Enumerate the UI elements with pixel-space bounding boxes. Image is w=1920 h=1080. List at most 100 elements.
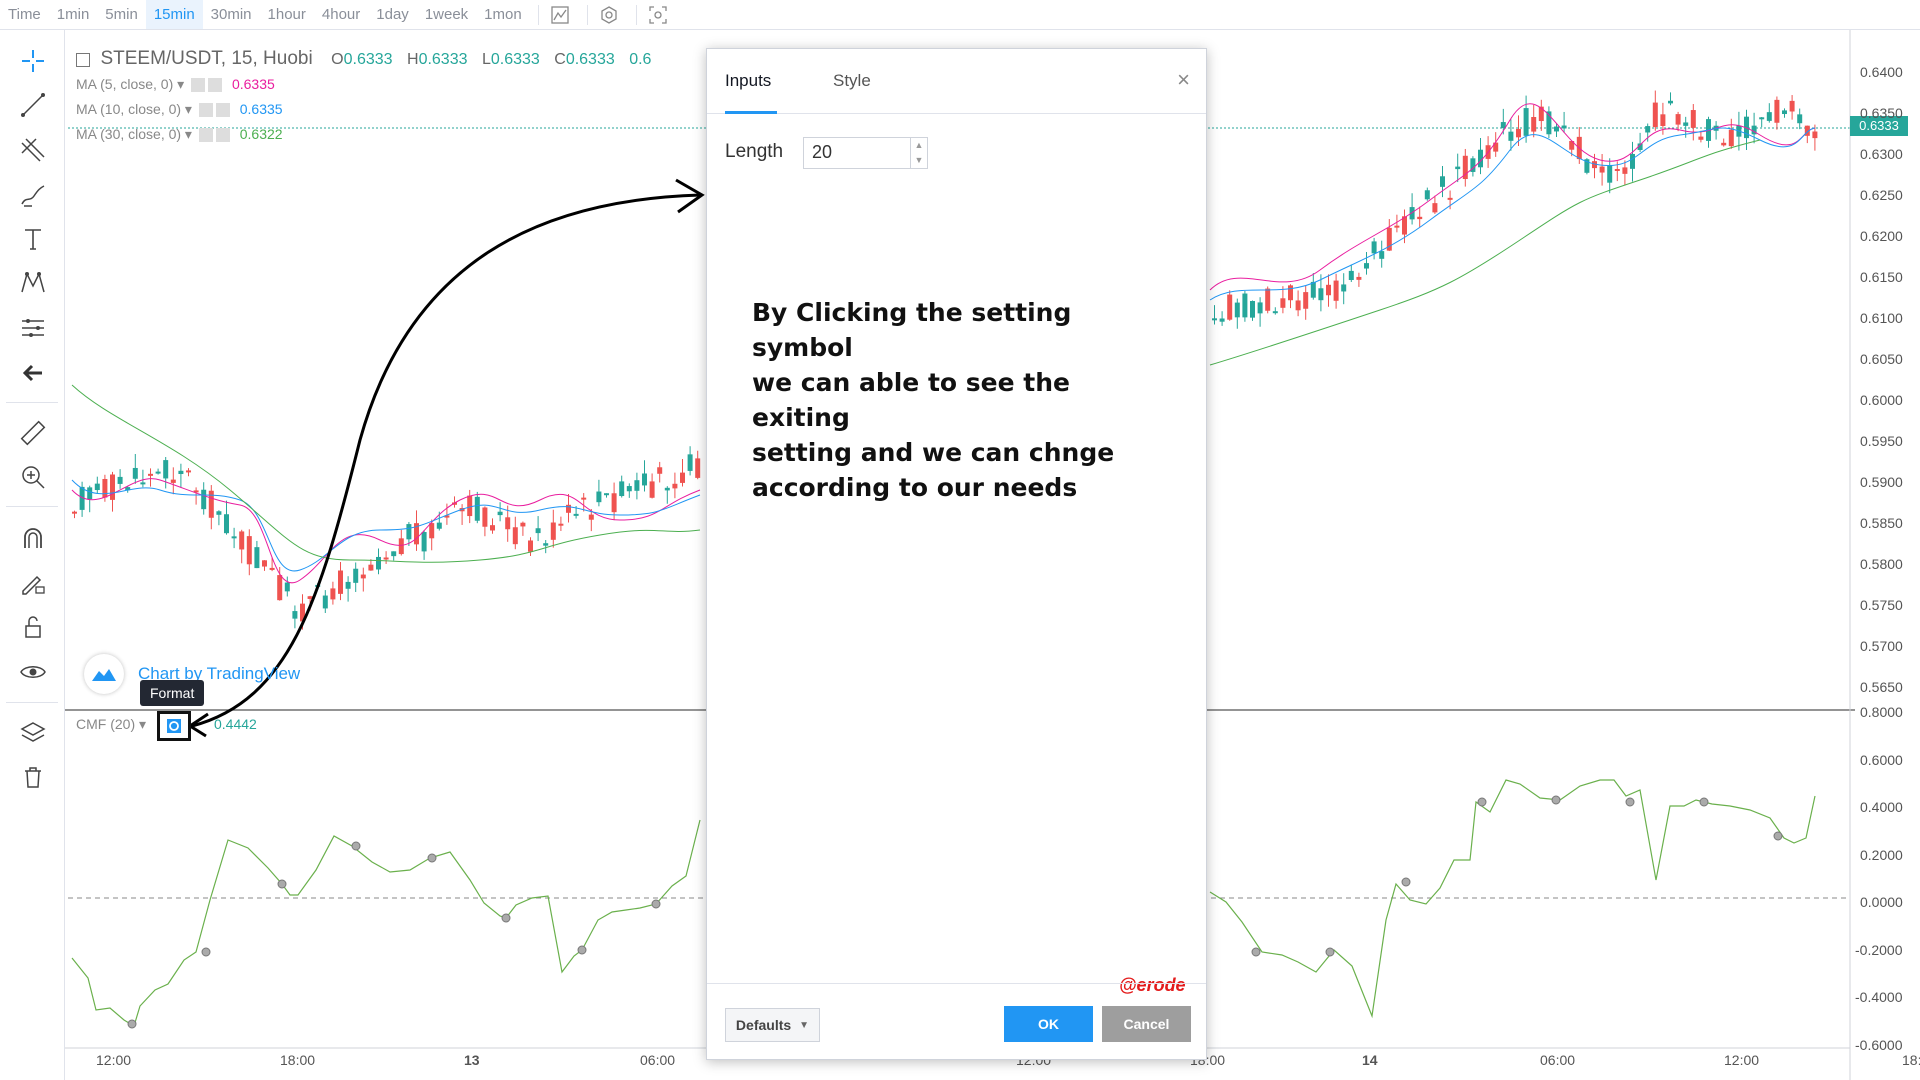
back-arrow-icon[interactable] xyxy=(16,356,50,390)
tradingview-watermark[interactable]: Chart by TradingView xyxy=(84,654,300,694)
candle-body xyxy=(269,567,275,570)
pattern-tool-icon[interactable] xyxy=(16,266,50,300)
cmf-marker xyxy=(577,945,587,955)
crosshair-icon[interactable] xyxy=(16,44,50,78)
chart-type-icon[interactable] xyxy=(537,4,571,25)
ma5-value: 0.6335 xyxy=(231,76,275,92)
tf-5min[interactable]: 5min xyxy=(105,6,138,23)
ma30-settings-icon[interactable] xyxy=(198,128,213,143)
candle-body xyxy=(497,511,503,516)
trend-line-icon[interactable] xyxy=(16,88,50,122)
ma10-settings-icon[interactable] xyxy=(198,103,213,118)
length-spinner[interactable]: ▲ ▼ xyxy=(910,138,927,168)
candle-body xyxy=(543,543,549,546)
close-icon[interactable]: × xyxy=(1177,67,1190,92)
candle-body xyxy=(687,454,693,471)
prediction-tool-icon[interactable] xyxy=(16,311,50,345)
candle-body xyxy=(1728,129,1734,147)
screenshot-icon[interactable] xyxy=(635,4,669,25)
candle-body xyxy=(1538,106,1544,122)
candle-body xyxy=(353,568,359,583)
tf-1mon[interactable]: 1mon xyxy=(484,6,522,23)
text-tool-icon[interactable] xyxy=(16,222,50,256)
symbol-title[interactable]: STEEM/USDT, 15, Huobi xyxy=(100,48,313,69)
candle-body xyxy=(1478,149,1483,168)
ruler-icon[interactable] xyxy=(16,416,50,450)
ohlc-close: 0.6333 xyxy=(565,51,615,68)
annotation-arrow-head xyxy=(675,178,705,214)
zoom-in-icon[interactable] xyxy=(16,460,50,494)
chevron-up-icon[interactable]: ▲ xyxy=(914,140,924,150)
tf-time[interactable]: Time xyxy=(8,6,41,23)
cmf-legend-label[interactable]: CMF (20) ▾ xyxy=(76,716,147,732)
fib-tool-icon[interactable] xyxy=(16,133,50,167)
ohlc-close-label: C xyxy=(554,51,566,68)
ma30-line xyxy=(71,139,1761,563)
magnet-icon[interactable] xyxy=(16,521,50,555)
settings-icon[interactable] xyxy=(586,4,620,25)
ma10-value: 0.6335 xyxy=(239,101,283,117)
trash-icon[interactable] xyxy=(16,760,50,794)
tf-15min[interactable]: 15min xyxy=(145,0,203,29)
candle-body xyxy=(391,551,397,557)
candle-body xyxy=(1417,216,1423,220)
candle-body xyxy=(1402,216,1407,235)
tf-1min[interactable]: 1min xyxy=(56,6,90,23)
layers-icon[interactable] xyxy=(16,716,50,750)
candle-body xyxy=(1424,190,1430,200)
candle-body xyxy=(1341,284,1347,292)
collapse-icon[interactable] xyxy=(76,52,90,67)
length-input[interactable] xyxy=(804,138,915,166)
ma5-remove-icon[interactable] xyxy=(208,78,223,93)
ma10-remove-icon[interactable] xyxy=(215,103,230,118)
ohlc-open: 0.6333 xyxy=(343,51,393,68)
candle-body xyxy=(1774,99,1780,123)
tf-1week[interactable]: 1week xyxy=(424,6,469,23)
ohlc-high: 0.6333 xyxy=(418,51,468,68)
ma30-legend[interactable]: MA (30, close, 0) ▾ 0.6322 xyxy=(76,126,283,143)
candle-body xyxy=(680,472,685,483)
brush-icon[interactable] xyxy=(16,178,50,212)
tf-30min[interactable]: 30min xyxy=(210,6,252,23)
ma5-settings-icon[interactable] xyxy=(191,78,206,93)
ok-button[interactable]: OK xyxy=(1004,1006,1093,1042)
tf-1day[interactable]: 1day xyxy=(376,6,409,23)
tab-style[interactable]: Style xyxy=(833,71,871,90)
candle-body xyxy=(1751,125,1757,135)
eye-icon[interactable] xyxy=(16,655,50,689)
lock-icon[interactable] xyxy=(16,610,50,644)
candle-body xyxy=(1371,241,1377,254)
candle-body xyxy=(421,532,427,552)
defaults-dropdown[interactable]: Defaults ▼ xyxy=(725,1008,820,1042)
length-stepper[interactable]: ▲ ▼ xyxy=(803,137,928,169)
price-axis-label: 0.6100 xyxy=(1860,310,1903,326)
cancel-button[interactable]: Cancel xyxy=(1102,1006,1191,1042)
time-axis-label: 13 xyxy=(464,1052,480,1068)
candle-body xyxy=(664,487,670,491)
cmf-format-button[interactable] xyxy=(157,711,191,741)
candle-body xyxy=(1455,166,1461,170)
tf-4hour[interactable]: 4hour xyxy=(321,6,361,23)
candle-body xyxy=(231,536,237,539)
candle-body xyxy=(1759,117,1765,120)
annotation-text: By Clicking the setting symbol we can ab… xyxy=(752,295,1172,505)
ma10-legend[interactable]: MA (10, close, 0) ▾ 0.6335 xyxy=(76,101,283,118)
chevron-down-icon[interactable]: ▼ xyxy=(914,155,924,165)
ohlc-low: 0.6333 xyxy=(490,51,540,68)
draw-lock-icon[interactable] xyxy=(16,565,50,599)
cmf-marker xyxy=(1773,831,1783,841)
ma5-legend[interactable]: MA (5, close, 0) ▾ 0.6335 xyxy=(76,76,275,93)
ma30-remove-icon[interactable] xyxy=(215,128,230,143)
candle-body xyxy=(163,460,169,479)
price-axis-label: 0.5800 xyxy=(1860,556,1903,572)
cmf-marker xyxy=(1699,797,1709,807)
candle-body xyxy=(672,483,678,489)
candle-body xyxy=(505,517,511,530)
candle-body xyxy=(619,481,625,497)
candle-body xyxy=(1554,126,1559,132)
candle-body xyxy=(224,514,229,534)
tf-1hour[interactable]: 1hour xyxy=(267,6,306,23)
annotation-line: setting and we can chnge xyxy=(752,438,1115,467)
tab-inputs[interactable]: Inputs xyxy=(725,71,772,90)
